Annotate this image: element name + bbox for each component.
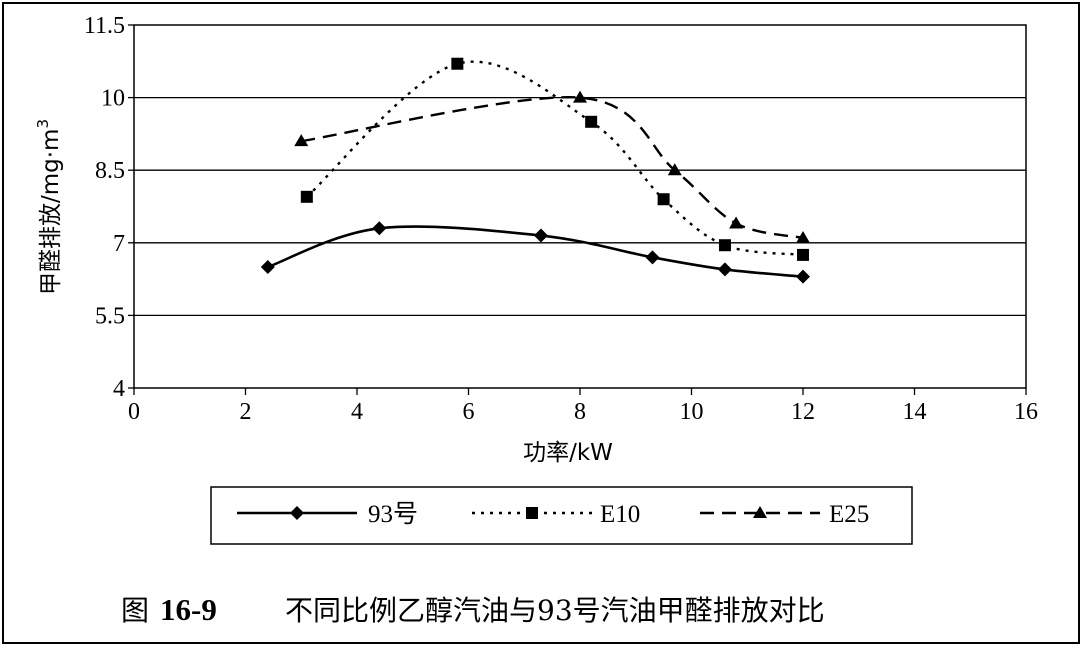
x-tick-label: 4 [351,399,363,425]
y-tick-label: 10 [101,86,125,112]
x-tick-label: 10 [680,399,704,425]
y-axis-ticks: 4 5.5 7 8.5 10 11.5 [84,13,134,402]
x-tick-label: 2 [240,399,252,425]
plot-area [133,24,1027,389]
y-tick-label: 5.5 [95,303,125,329]
x-tick-label: 14 [903,399,927,425]
data-point-e10 [657,193,670,206]
x-tick-label: 6 [463,399,475,425]
data-point-93 [372,221,387,236]
x-tick-label: 8 [574,399,586,425]
data-point-93 [260,260,275,274]
y-tick-label: 11.5 [84,13,125,39]
data-point-93 [645,250,660,265]
data-point-e10 [585,115,598,128]
data-point-e10 [797,248,809,261]
data-point-93 [717,262,732,277]
legend: 93号 E10 E25 [237,501,869,528]
caption-text: 不同比例乙醇汽油与93号汽油甲醛排放对比 [285,594,825,627]
data-point-e25 [667,163,682,176]
data-point-93 [796,269,810,284]
x-axis-title: 功率/kW [523,440,613,466]
legend-label-93: 93号 [368,501,418,528]
data-point-e10 [451,57,464,70]
data-point-e25 [294,134,309,147]
y-axis-title-group: 甲醛排放/mg·m3 [34,119,64,295]
legend-label-e10: E10 [600,501,640,528]
figure-caption: 图 16-9 不同比例乙醇汽油与93号汽油甲醛排放对比 [121,592,825,627]
y-tick-label: 4 [113,376,125,402]
caption-number: 16-9 [160,592,217,627]
series-markers [260,57,810,284]
y-axis-title: 甲醛排放/mg·m3 [34,119,64,295]
caption-label: 图 [121,594,149,627]
legend-box [210,486,913,545]
data-point-93 [533,228,548,243]
y-tick-label: 8.5 [95,158,125,184]
data-point-e10 [300,190,313,203]
y-axis-title-superscript: 3 [34,119,52,129]
data-point-e25 [573,90,587,103]
legend-marker-e25 [753,506,767,518]
data-point-e25 [796,230,810,243]
legend-marker-93 [290,506,304,520]
x-tick-label: 0 [128,399,140,425]
x-axis-ticks: 0 2 4 6 8 10 12 14 16 [128,388,1038,425]
legend-label-e25: E25 [829,501,869,528]
x-tick-label: 12 [791,399,815,425]
legend-marker-e10 [526,507,538,519]
data-point-e25 [729,216,744,229]
data-point-e10 [718,239,731,252]
y-tick-label: 7 [113,231,125,257]
x-tick-label: 16 [1014,399,1038,425]
